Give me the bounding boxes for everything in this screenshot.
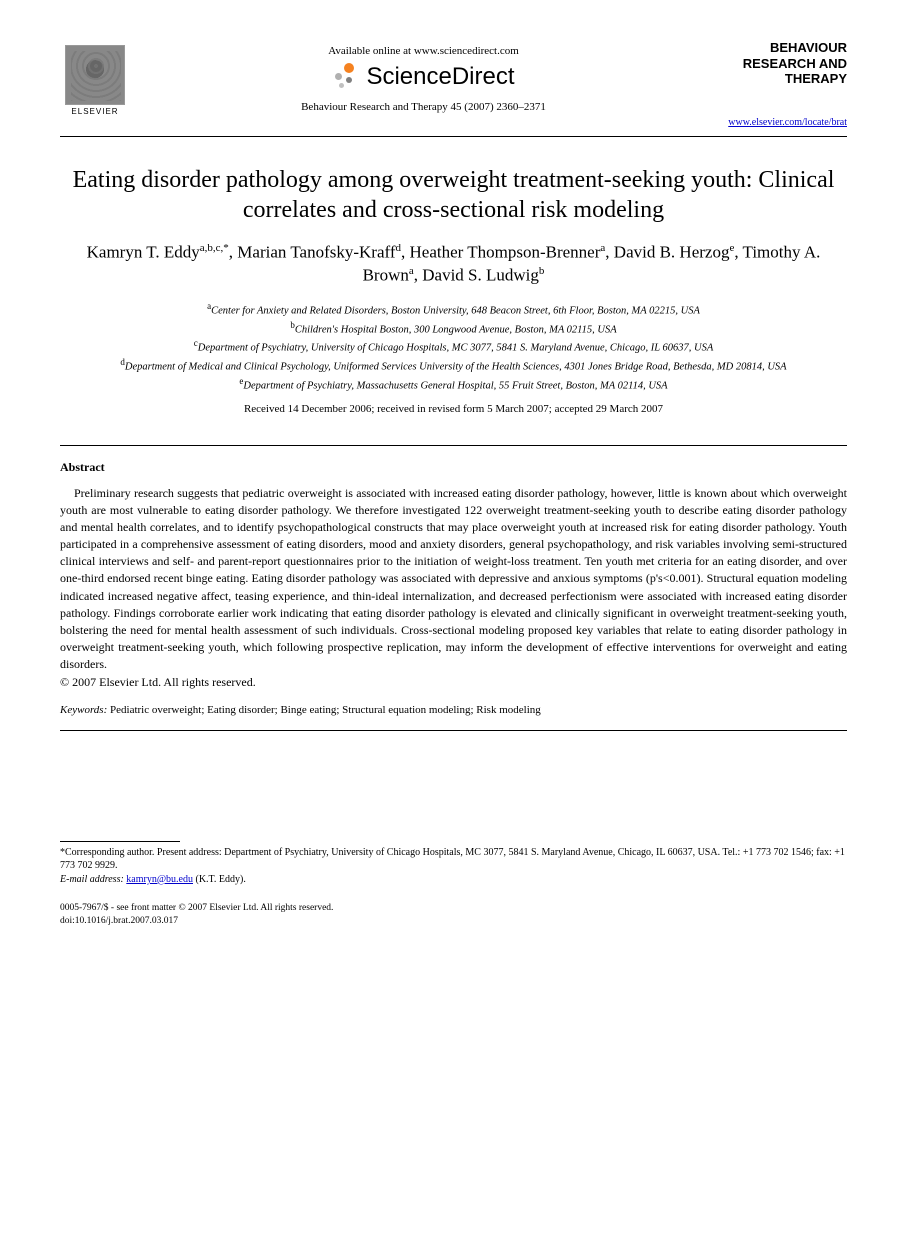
sciencedirect-logo: ScienceDirect bbox=[130, 63, 717, 91]
journal-reference: Behaviour Research and Therapy 45 (2007)… bbox=[130, 101, 717, 113]
journal-homepage-link[interactable]: www.elsevier.com/locate/brat bbox=[717, 117, 847, 128]
sd-dot bbox=[346, 77, 352, 83]
article-title: Eating disorder pathology among overweig… bbox=[60, 165, 847, 225]
doi-line: doi:10.1016/j.brat.2007.03.017 bbox=[60, 915, 847, 927]
copyright-line: © 2007 Elsevier Ltd. All rights reserved… bbox=[60, 675, 847, 690]
available-online-text: Available online at www.sciencedirect.co… bbox=[130, 45, 717, 57]
article-dates: Received 14 December 2006; received in r… bbox=[60, 403, 847, 415]
header-row: ELSEVIER Available online at www.science… bbox=[60, 40, 847, 128]
affiliations-list: aCenter for Anxiety and Related Disorder… bbox=[60, 300, 847, 393]
keywords-text: Pediatric overweight; Eating disorder; B… bbox=[107, 704, 541, 716]
issn-line: 0005-7967/$ - see front matter © 2007 El… bbox=[60, 902, 847, 914]
abstract-bottom-rule bbox=[60, 730, 847, 731]
journal-title-line: BEHAVIOUR bbox=[717, 40, 847, 56]
affiliation-line: aCenter for Anxiety and Related Disorder… bbox=[60, 300, 847, 319]
footnotes: *Corresponding author. Present address: … bbox=[60, 846, 847, 887]
author-email-link[interactable]: kamryn@bu.edu bbox=[126, 874, 193, 885]
footnote-separator bbox=[60, 841, 180, 842]
affiliation-line: dDepartment of Medical and Clinical Psyc… bbox=[60, 356, 847, 375]
journal-title-line: THERAPY bbox=[717, 71, 847, 87]
header-rule bbox=[60, 136, 847, 137]
affiliation-line: cDepartment of Psychiatry, University of… bbox=[60, 337, 847, 356]
email-label: E-mail address: bbox=[60, 874, 124, 885]
sciencedirect-dots-icon bbox=[332, 63, 360, 91]
abstract-body: Preliminary research suggests that pedia… bbox=[60, 485, 847, 672]
journal-title-line: RESEARCH AND bbox=[717, 56, 847, 72]
journal-title-box: BEHAVIOUR RESEARCH AND THERAPY www.elsev… bbox=[717, 40, 847, 128]
elsevier-name: ELSEVIER bbox=[71, 107, 118, 116]
sd-dot bbox=[344, 63, 354, 73]
email-line: E-mail address: kamryn@bu.edu (K.T. Eddy… bbox=[60, 873, 847, 887]
affiliation-line: bChildren's Hospital Boston, 300 Longwoo… bbox=[60, 319, 847, 338]
sciencedirect-text: ScienceDirect bbox=[366, 63, 514, 91]
sd-dot bbox=[335, 73, 342, 80]
sd-dot bbox=[339, 83, 344, 88]
authors-list: Kamryn T. Eddya,b,c,*, Marian Tanofsky-K… bbox=[60, 241, 847, 288]
abstract-top-rule bbox=[60, 445, 847, 446]
elsevier-logo: ELSEVIER bbox=[60, 40, 130, 120]
affiliation-line: eDepartment of Psychiatry, Massachusetts… bbox=[60, 375, 847, 394]
corresponding-author-note: *Corresponding author. Present address: … bbox=[60, 846, 847, 873]
elsevier-tree-icon bbox=[65, 45, 125, 105]
footer-block: 0005-7967/$ - see front matter © 2007 El… bbox=[60, 902, 847, 927]
abstract-heading: Abstract bbox=[60, 460, 847, 475]
email-author-name: (K.T. Eddy). bbox=[193, 874, 246, 885]
keywords-line: Keywords: Pediatric overweight; Eating d… bbox=[60, 704, 847, 716]
center-header: Available online at www.sciencedirect.co… bbox=[130, 40, 717, 113]
keywords-label: Keywords: bbox=[60, 704, 107, 716]
